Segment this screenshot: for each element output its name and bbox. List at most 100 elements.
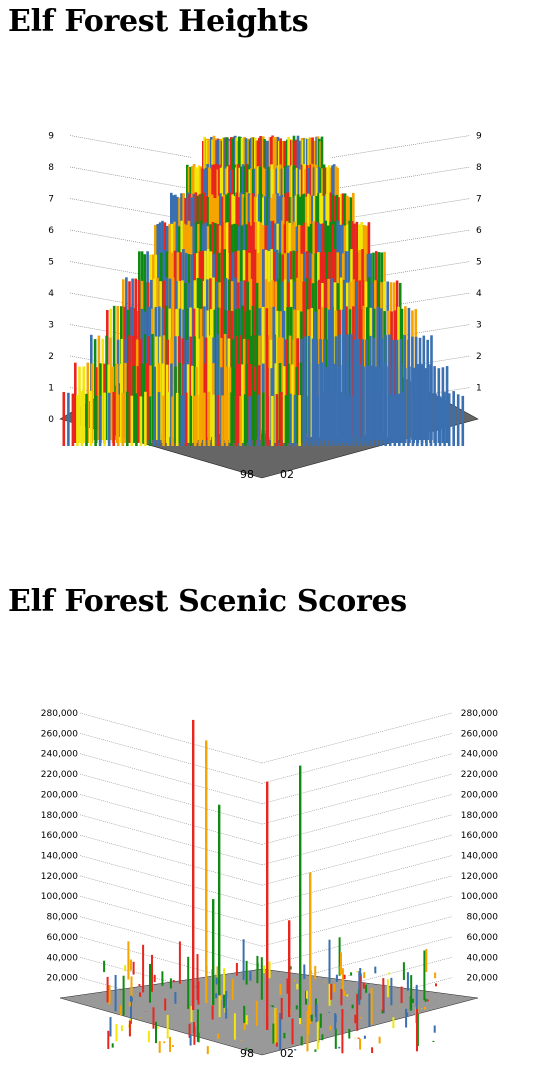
heights-title: Elf Forest Heights: [8, 4, 309, 39]
heights-bar: [180, 395, 183, 446]
scenic-bar: [127, 941, 130, 980]
scenic-ytick-right: 260,000: [461, 729, 498, 739]
heights-bar: [443, 392, 446, 446]
heights-bar: [245, 364, 248, 443]
heights-bar: [337, 366, 340, 443]
heights-bar: [239, 335, 242, 440]
scenic-ytick-right: 40,000: [467, 953, 499, 963]
heights-bar: [388, 393, 392, 446]
heights-bar: [155, 336, 158, 440]
scenic-bar: [128, 1020, 131, 1037]
scenic-bar: [223, 994, 225, 1008]
scenic-bar: [245, 1047, 248, 1050]
heights-xtick-right: 02: [280, 468, 294, 481]
scenic-bar: [132, 961, 135, 975]
heights-ytick-right: 6: [476, 226, 482, 236]
heights-bar: [166, 391, 170, 446]
heights-bar: [370, 282, 374, 434]
scenic-bar: [415, 984, 418, 1023]
scenic-gridline-right: [261, 733, 453, 784]
scenic-bar: [382, 978, 385, 1012]
scenic-bar: [138, 984, 141, 987]
scenic-bar: [155, 1021, 157, 1044]
scenic-ytick-left: 120,000: [41, 872, 78, 882]
scenic-bar: [268, 961, 271, 979]
heights-ytick-left: 6: [48, 226, 54, 236]
scenic-bar: [359, 973, 362, 984]
scenic-ytick-right: 160,000: [461, 831, 498, 841]
heights-bar: [393, 394, 397, 446]
heights-bar: [130, 395, 134, 446]
heights-bar: [384, 396, 387, 446]
heights-bar: [242, 338, 246, 440]
scenic-bar: [156, 1026, 159, 1029]
heights-bar: [80, 390, 84, 446]
scenic-bar: [296, 983, 299, 990]
scenic-bar: [114, 975, 117, 1012]
scenic-ytick-right: 20,000: [467, 974, 499, 984]
heights-bar: [369, 335, 372, 440]
heights-ytick-left: 1: [48, 384, 54, 394]
scenic-bar: [314, 1049, 317, 1052]
scenic-gridline-right: [261, 712, 453, 764]
scenic-gridline-left: [79, 855, 263, 906]
heights-bar: [151, 334, 154, 440]
heights-bar: [236, 364, 240, 443]
heights-gridline-right: [331, 261, 471, 284]
scenic-bar: [193, 1026, 196, 1045]
scenic-bar: [206, 1046, 209, 1055]
scenic-bar: [275, 1042, 278, 1047]
heights-bar: [380, 338, 384, 440]
heights-gridline-left: [69, 292, 193, 316]
heights-bar: [361, 391, 365, 446]
scenic-bar: [242, 939, 245, 981]
scenic-ytick-left: 240,000: [41, 750, 78, 760]
scenic-xtick-right: 02: [280, 1047, 294, 1060]
heights-bar: [153, 393, 156, 446]
scenic-ytick-right: 120,000: [461, 872, 498, 882]
scenic-gridline-left: [79, 814, 263, 866]
heights-gridline-right: [331, 166, 471, 190]
heights-bar: [89, 390, 93, 446]
scenic-bar: [315, 1004, 318, 1023]
heights-bar: [191, 365, 194, 443]
heights-bar: [121, 392, 125, 446]
scenic-bar: [120, 1025, 123, 1032]
scenic-bar: [354, 1014, 357, 1024]
scenic-bar: [423, 950, 426, 1001]
heights-gridline-right: [331, 292, 471, 316]
heights-bar: [210, 309, 213, 437]
scenic-bar: [279, 1013, 282, 1050]
scenic-bar: [416, 1009, 418, 1052]
scenic-chart: 20,000 20,000 40,000 40,000 60,000 60,000 80,0…: [41, 709, 499, 1060]
heights-bar: [168, 308, 171, 437]
scenic-bar: [245, 1015, 248, 1025]
heights-bar: [228, 367, 232, 443]
scenic-bar: [340, 989, 343, 1006]
heights-bar: [334, 394, 338, 446]
heights-bar: [349, 367, 353, 443]
heights-bar: [162, 395, 165, 446]
heights-ytick-left: 0: [48, 415, 54, 425]
scenic-bar: [256, 955, 259, 984]
scenic-bars: [103, 719, 437, 1055]
heights-bar: [147, 336, 150, 440]
scenic-bar: [424, 998, 427, 1002]
scenic-gridline-right: [261, 895, 453, 947]
scenic-bar: [106, 976, 109, 1003]
scenic-ytick-right: 200,000: [461, 790, 498, 800]
heights-bar: [241, 364, 244, 443]
heights-bar: [153, 278, 156, 434]
scenic-bar: [286, 978, 289, 994]
scenic-bar: [435, 983, 437, 987]
scenic-bar: [190, 1006, 193, 1023]
heights-bars: [62, 135, 465, 446]
heights-bar: [316, 396, 319, 446]
scenic-bar: [334, 1013, 337, 1031]
scenic-gridline-left: [79, 794, 263, 845]
heights-bar: [257, 394, 261, 446]
heights-ytick-right: 7: [476, 195, 482, 205]
heights-bar: [184, 392, 188, 446]
heights-bar: [418, 337, 422, 440]
scenic-ytick-left: 100,000: [41, 892, 78, 902]
